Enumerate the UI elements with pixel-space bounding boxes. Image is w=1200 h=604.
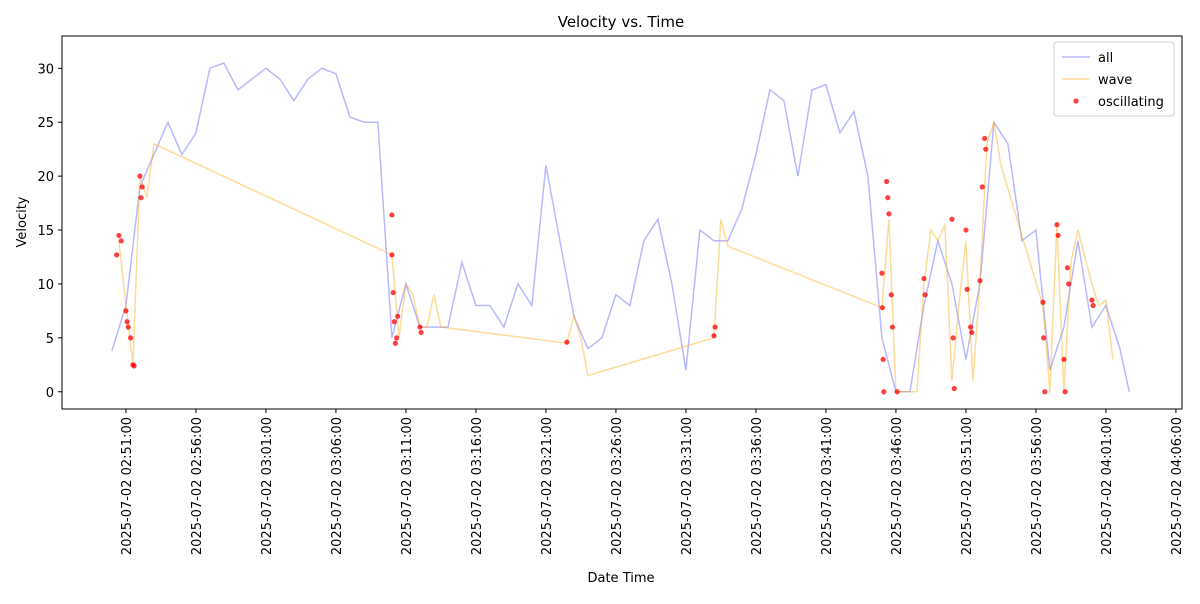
- x-tick-label: 2025-07-02 03:01:00: [260, 417, 275, 555]
- scatter-point: [1089, 297, 1095, 303]
- series-line: [111, 62, 1131, 393]
- scatter-point: [1041, 335, 1047, 341]
- legend-label: oscillating: [1098, 95, 1164, 110]
- x-tick-label: 2025-07-02 03:31:00: [680, 417, 695, 555]
- scatter-point: [894, 389, 900, 395]
- y-axis-label: Velocity: [15, 196, 30, 247]
- scatter-point: [879, 305, 886, 311]
- y-tick-label: 5: [46, 332, 54, 347]
- scatter-point: [390, 289, 396, 296]
- scatter-point: [884, 178, 890, 185]
- scatter-point: [969, 329, 975, 336]
- scatter-point: [389, 212, 395, 218]
- scatter-point: [418, 329, 424, 336]
- y-tick-label: 15: [37, 224, 54, 239]
- x-tick-label: 2025-07-02 03:11:00: [400, 417, 415, 555]
- scatter-point: [395, 313, 401, 319]
- x-tick-label: 2025-07-02 02:56:00: [190, 417, 205, 555]
- scatter-point: [885, 195, 891, 201]
- scatter-point: [114, 252, 120, 258]
- scatter-point: [949, 216, 955, 222]
- scatter-point: [1054, 222, 1060, 228]
- scatter-point: [1042, 389, 1048, 395]
- scatter-point: [138, 195, 144, 201]
- y-tick-label: 20: [37, 170, 54, 185]
- scatter-point: [564, 339, 570, 345]
- scatter-point: [1066, 281, 1072, 287]
- scatter-point: [977, 278, 983, 284]
- scatter-point: [131, 363, 137, 369]
- scatter-point: [1061, 356, 1067, 363]
- scatter-point: [982, 135, 988, 142]
- scatter-point: [880, 356, 886, 363]
- scatter-point: [950, 335, 956, 341]
- scatter-point: [1062, 389, 1068, 395]
- scatter-point: [1090, 302, 1096, 309]
- scatter-point: [979, 184, 985, 190]
- x-tick-label: 2025-07-02 03:46:00: [890, 417, 905, 555]
- scatter-point: [128, 335, 134, 341]
- x-tick-label: 2025-07-02 03:21:00: [540, 417, 555, 555]
- scatter-point: [922, 292, 928, 298]
- scatter-point: [394, 335, 400, 341]
- scatter-point: [983, 146, 989, 152]
- scatter-point: [951, 385, 957, 392]
- x-tick-label: 2025-07-02 04:01:00: [1100, 417, 1115, 555]
- scatter-point: [389, 252, 395, 258]
- legend-box: [1053, 41, 1175, 117]
- scatter-point: [886, 211, 892, 217]
- y-tick-label: 25: [37, 116, 54, 131]
- x-axis-label: Date Time: [587, 571, 654, 586]
- scatter-point: [137, 173, 143, 179]
- y-tick-label: 30: [37, 62, 54, 77]
- scatter-point: [116, 232, 122, 239]
- scatter-point: [889, 324, 896, 330]
- scatter-point: [964, 286, 970, 292]
- scatter-point: [1064, 265, 1071, 271]
- legend: all wave oscillating: [1053, 41, 1175, 117]
- scatter-point: [968, 324, 974, 330]
- chart-title: Velocity vs. Time: [558, 13, 685, 31]
- x-tick-label: 2025-07-02 03:41:00: [820, 417, 835, 555]
- y-tick-label: 0: [46, 386, 54, 401]
- scatter-point: [712, 324, 718, 330]
- scatter-point: [879, 270, 885, 276]
- scatter-point: [881, 389, 887, 395]
- scatter-point: [963, 227, 969, 233]
- x-tick-label: 2025-07-02 03:16:00: [470, 417, 485, 555]
- scatter-point: [139, 184, 145, 190]
- x-tick-label: 2025-07-02 02:51:00: [120, 417, 135, 555]
- scatter-point: [417, 324, 423, 330]
- scatter-point: [1040, 299, 1046, 305]
- y-tick-label: 10: [37, 278, 54, 293]
- scatter-point: [391, 319, 397, 325]
- legend-marker: [1073, 98, 1079, 104]
- x-tick-label: 2025-07-02 03:56:00: [1030, 417, 1045, 555]
- scatter-point: [711, 333, 717, 339]
- x-tick-label: 2025-07-02 03:36:00: [750, 417, 765, 555]
- scatter-point: [1055, 232, 1061, 239]
- scatter-point: [392, 340, 399, 346]
- scatter-point: [118, 238, 124, 244]
- x-tick-label: 2025-07-02 03:51:00: [960, 417, 975, 555]
- x-tick-label: 2025-07-02 04:06:00: [1170, 417, 1185, 555]
- plot-frame: [61, 35, 1183, 410]
- scatter-point: [124, 319, 130, 325]
- scatter-point: [921, 275, 927, 282]
- legend-label: wave: [1098, 73, 1132, 88]
- x-tick-label: 2025-07-02 03:26:00: [610, 417, 625, 555]
- series-line: [118, 121, 1114, 393]
- scatter-point: [123, 308, 129, 314]
- scatter-point: [888, 292, 894, 298]
- legend-label: all: [1098, 51, 1113, 66]
- x-tick-label: 2025-07-02 03:06:00: [330, 417, 345, 555]
- scatter-point: [125, 324, 131, 330]
